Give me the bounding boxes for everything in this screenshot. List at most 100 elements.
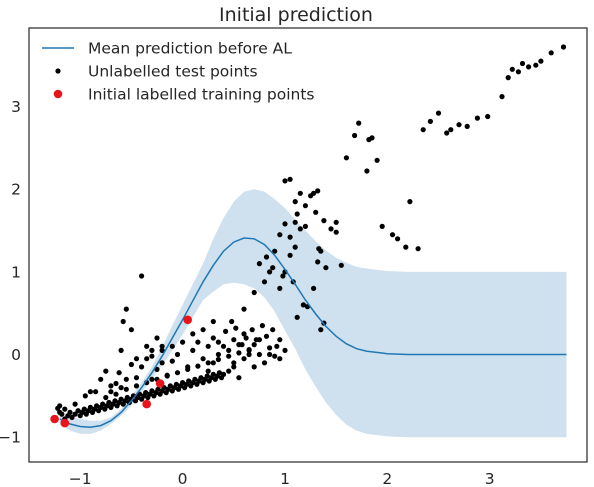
test-point xyxy=(515,69,522,75)
test-point xyxy=(261,360,268,366)
test-point xyxy=(149,388,155,394)
test-point xyxy=(149,376,155,382)
test-point xyxy=(302,223,308,229)
test-point xyxy=(169,358,175,364)
x-tick-label: 0 xyxy=(178,470,188,487)
test-point xyxy=(333,229,339,235)
test-point xyxy=(313,209,319,215)
test-point xyxy=(231,364,237,370)
test-point xyxy=(192,376,198,382)
test-point xyxy=(474,115,480,121)
test-point xyxy=(87,404,93,410)
test-point xyxy=(256,351,262,358)
test-point xyxy=(292,219,298,225)
test-point xyxy=(249,327,255,333)
legend: Mean prediction before AL Unlabelled test… xyxy=(42,40,315,104)
x-tick-label: 1 xyxy=(280,470,290,487)
test-point xyxy=(220,371,227,377)
test-point xyxy=(456,122,462,128)
test-point xyxy=(81,406,87,412)
test-point xyxy=(277,337,283,343)
chart-title: Initial prediction xyxy=(219,4,373,26)
test-point xyxy=(538,58,544,64)
test-point xyxy=(294,314,300,320)
test-point xyxy=(519,60,526,67)
test-point xyxy=(246,347,252,353)
test-point xyxy=(174,351,181,358)
test-point xyxy=(328,226,334,232)
test-point xyxy=(118,347,124,353)
test-point xyxy=(169,343,175,349)
test-point xyxy=(251,364,257,370)
test-point xyxy=(173,381,179,387)
test-point xyxy=(120,318,126,325)
test-point xyxy=(256,261,262,267)
test-point xyxy=(72,411,78,417)
test-point xyxy=(195,363,201,369)
test-point xyxy=(420,127,426,133)
test-point xyxy=(149,353,155,359)
test-point xyxy=(159,343,165,349)
test-point xyxy=(112,398,118,404)
test-point xyxy=(231,337,237,343)
test-point xyxy=(267,345,273,351)
test-point xyxy=(133,383,140,389)
test-point xyxy=(190,331,196,337)
test-point xyxy=(226,347,232,353)
test-point xyxy=(220,343,227,349)
y-tick-label: 1 xyxy=(11,263,21,281)
test-point xyxy=(389,232,396,238)
test-point xyxy=(167,383,173,389)
test-point xyxy=(318,248,324,254)
test-point xyxy=(343,155,349,161)
test-point xyxy=(448,127,454,133)
test-point xyxy=(315,259,321,265)
test-point xyxy=(62,406,68,412)
test-point xyxy=(185,366,191,372)
test-point xyxy=(287,176,293,182)
test-point xyxy=(155,386,161,392)
training-point xyxy=(155,379,165,388)
test-point xyxy=(374,157,380,163)
y-tick-label: −1 xyxy=(0,429,21,447)
test-point xyxy=(67,409,73,415)
test-point xyxy=(241,356,247,362)
test-point xyxy=(311,190,317,196)
test-point xyxy=(236,350,242,356)
test-point xyxy=(72,401,78,407)
mean-prediction-line xyxy=(59,237,567,429)
test-point xyxy=(226,368,232,374)
test-point xyxy=(243,335,249,341)
x-tick-label: 3 xyxy=(485,470,495,487)
test-point xyxy=(261,279,268,285)
test-point xyxy=(154,366,160,372)
test-point xyxy=(338,262,344,268)
test-point xyxy=(128,361,134,368)
test-point xyxy=(133,375,140,381)
test-point xyxy=(159,347,165,353)
test-point xyxy=(259,323,265,329)
test-point xyxy=(205,360,211,366)
axes-frame xyxy=(28,27,588,463)
test-point xyxy=(427,118,433,124)
test-point xyxy=(333,219,339,225)
test-point xyxy=(509,66,515,72)
test-point xyxy=(98,376,104,382)
test-point xyxy=(210,335,216,341)
test-point xyxy=(292,199,298,205)
test-point xyxy=(174,370,181,376)
test-point xyxy=(75,408,81,414)
test-point xyxy=(116,370,122,376)
legend-label: Mean prediction before AL xyxy=(88,40,292,58)
test-point xyxy=(144,343,150,349)
test-point xyxy=(195,339,201,345)
test-point xyxy=(139,364,145,370)
test-point xyxy=(251,342,257,348)
test-point xyxy=(205,343,211,349)
test-point xyxy=(215,356,221,363)
test-point xyxy=(277,356,283,362)
test-point xyxy=(270,327,276,333)
test-point xyxy=(323,265,329,271)
test-point xyxy=(352,132,358,139)
test-point xyxy=(93,389,99,395)
